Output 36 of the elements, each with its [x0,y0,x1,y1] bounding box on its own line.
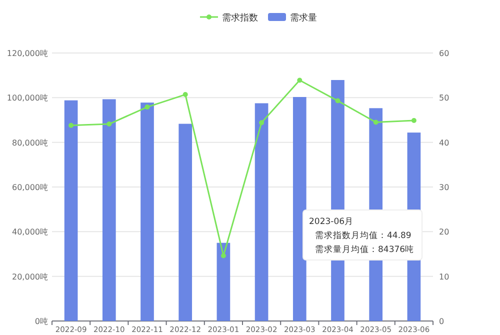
point [220,253,226,258]
annotation: 需求量月均值：84376吨 [315,244,414,255]
y-tick-label: 20,000吨 [12,272,48,282]
bar [216,242,230,321]
point [144,104,150,110]
y-tick-label: 80,000吨 [12,138,48,148]
bar [64,100,78,321]
annotation: 2023-06月 [309,217,354,227]
y2-tick-label: 50 [439,94,450,103]
y2-tick-label: 40 [439,138,450,148]
y2-tick-label: 0 [439,317,444,326]
point [106,122,112,127]
y-tick-label: 100,000吨 [6,94,48,103]
bar [102,99,116,321]
bar [140,102,154,321]
y2-tick-label: 20 [439,228,450,237]
y-tick-label: 40,000吨 [12,228,48,237]
point [411,118,416,123]
y2-tick-label: 10 [439,272,450,282]
bar [254,103,268,321]
y2-tick-label: 60 [439,49,450,58]
y2-tick-label: 30 [439,183,450,192]
point [297,78,302,83]
bar [292,96,306,321]
point [373,120,378,125]
annotation: 需求指数月均值：44.89 [315,230,412,241]
y-tick-label: 0吨 [34,317,48,326]
legend-label: 需求量 [290,12,317,24]
y-tick-label: 60,000吨 [12,183,48,192]
bar [178,124,192,321]
legend-label: 需求指数 [222,12,258,24]
y-tick-label: 120,000吨 [6,49,48,58]
point [68,122,74,128]
point [182,92,188,98]
point [259,120,264,126]
point [335,98,340,104]
